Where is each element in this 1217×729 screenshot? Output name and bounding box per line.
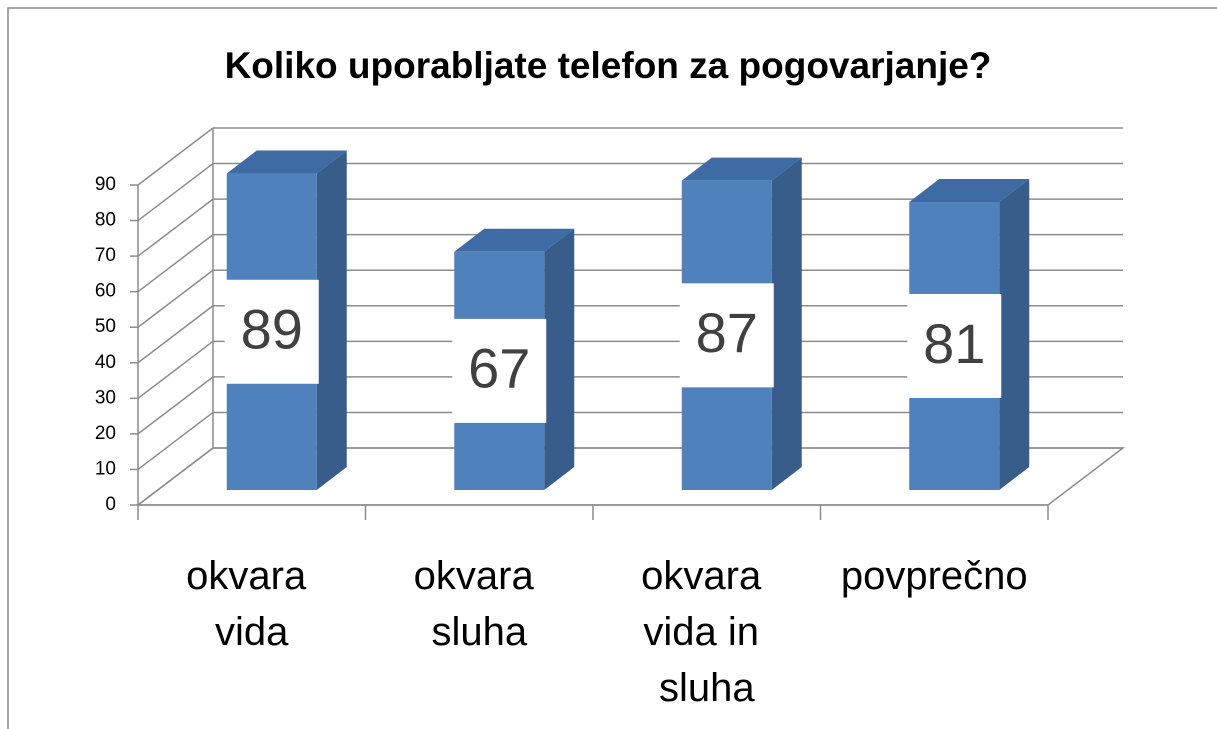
y-tick-label: 40	[95, 352, 116, 373]
y-tick-label: 50	[95, 316, 116, 337]
bar-side	[316, 150, 347, 491]
data-label: 67	[468, 337, 530, 400]
grid-line	[137, 447, 214, 506]
grid-line	[137, 411, 214, 471]
data-label-box	[907, 294, 1002, 398]
bar-side	[544, 228, 575, 490]
data-label-box	[224, 279, 319, 384]
y-tick-label: 60	[95, 281, 116, 302]
grid-line	[137, 376, 214, 435]
bar-top	[681, 157, 802, 181]
bar-top	[454, 228, 575, 252]
x-tick-label: okvara vida in sluha	[641, 554, 772, 710]
x-tick-label: okvara sluha	[414, 554, 545, 654]
chart-title: Koliko uporabljate telefon za pogovarjan…	[225, 45, 992, 86]
y-tick-label: 30	[95, 387, 116, 408]
x-tick-label: povprečno	[841, 554, 1028, 598]
grid-line	[137, 234, 214, 293]
grid-line	[137, 269, 214, 328]
y-tick-label: 0	[105, 494, 116, 515]
grid-line	[137, 305, 214, 364]
data-label-box	[452, 318, 547, 423]
data-label: 87	[696, 301, 758, 364]
y-tick-label: 70	[95, 245, 116, 266]
grid-line	[137, 127, 214, 186]
data-label: 89	[241, 298, 303, 361]
data-label: 81	[923, 312, 985, 375]
bar-side	[999, 179, 1030, 490]
grid-line	[137, 198, 214, 257]
y-tick-label: 10	[95, 458, 116, 479]
bar-top	[226, 150, 347, 174]
y-tick-label: 20	[95, 423, 116, 444]
grid-line	[137, 340, 214, 399]
x-tick-label: okvara vida	[186, 554, 317, 654]
y-tick-label: 90	[95, 174, 116, 195]
data-label-box	[679, 283, 774, 388]
grid-line	[137, 162, 214, 222]
bar-side	[771, 157, 802, 490]
bar-top	[909, 179, 1030, 202]
chart-border	[7, 7, 1217, 729]
y-tick-label: 80	[95, 210, 116, 231]
